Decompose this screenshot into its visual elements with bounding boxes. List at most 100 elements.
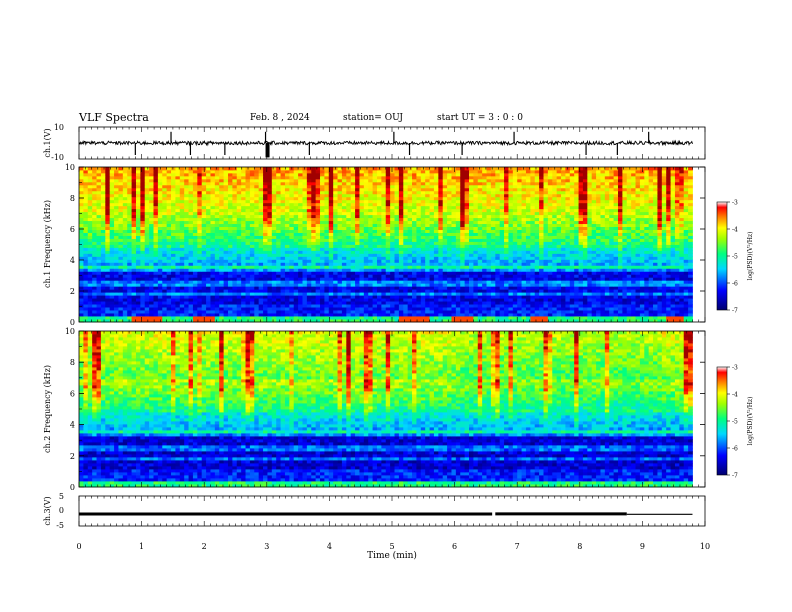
spectrogram-cell — [245, 298, 251, 302]
ch1-waveform-line — [78, 139, 693, 147]
spectrogram-cell — [249, 277, 255, 281]
spectrogram-cell — [258, 277, 264, 281]
spectrogram-cell — [609, 259, 614, 263]
spectrogram-cell — [666, 241, 671, 245]
spectrogram-cell — [460, 256, 466, 260]
spectrogram-cell — [525, 277, 531, 281]
spectrogram-cell — [337, 256, 343, 260]
spectrogram-cell — [131, 253, 137, 257]
spectrogram-cell — [407, 235, 413, 239]
spectrogram-cell — [447, 244, 452, 248]
spectrogram-cell — [617, 241, 623, 245]
spectrogram-cell — [609, 310, 614, 314]
spectrogram-cell — [192, 262, 198, 266]
spectrogram-cell — [657, 229, 663, 233]
spectrogram-cell — [79, 316, 84, 320]
spectrogram-cell — [267, 256, 273, 260]
spectrogram-cell — [648, 241, 654, 245]
spectrogram-cell — [582, 319, 588, 323]
spectrogram-cell — [569, 256, 575, 260]
spectrogram-cell — [407, 256, 413, 260]
spectrogram-cell — [661, 223, 667, 228]
spectrogram-cell — [490, 289, 496, 293]
spectrogram-cell — [604, 307, 610, 311]
spectrogram-cell — [495, 316, 501, 320]
spectrogram-cell — [289, 238, 295, 242]
spectrogram-cell — [341, 256, 347, 260]
spectrogram-cell — [565, 253, 571, 257]
spectrogram-cell — [635, 256, 641, 260]
spectrogram-cell — [363, 265, 369, 269]
spectrogram-cell — [552, 244, 558, 248]
spectrogram-cell — [114, 274, 119, 278]
spectrogram-cell — [100, 286, 106, 290]
spectrogram-cell — [153, 283, 159, 287]
spectrogram-cell — [245, 247, 251, 251]
spectrogram-cell — [232, 217, 238, 222]
spectrogram-cell — [403, 289, 409, 293]
spectrogram-cell — [631, 283, 636, 287]
spectrogram-cell — [407, 226, 413, 230]
spectrogram-cell — [679, 265, 685, 269]
spectrogram-cell — [617, 307, 623, 311]
spectrogram-cell — [582, 316, 588, 320]
spectrogram-cell — [320, 268, 325, 272]
spectrogram-cell — [591, 304, 597, 308]
spectrogram-cell — [350, 286, 356, 290]
spectrogram-cell — [149, 232, 154, 236]
spectrogram-cell — [433, 217, 439, 222]
spectrogram-cell — [127, 232, 132, 236]
spectrogram-cell — [109, 301, 115, 305]
spectrogram-cell — [298, 274, 303, 278]
spectrogram-cell — [298, 265, 303, 269]
spectrogram-cell — [635, 223, 641, 228]
spectrogram-cell — [508, 235, 514, 239]
spectrogram-cell — [670, 244, 676, 248]
spectrogram-cell — [201, 292, 207, 296]
spectrogram-cell — [280, 283, 286, 287]
spectrogram-cell — [350, 319, 356, 323]
spectrogram-cell — [122, 265, 128, 269]
spectrogram-cell — [631, 256, 636, 260]
spectrogram-cell — [556, 289, 562, 293]
spectrogram-cell — [271, 265, 277, 269]
spectrogram-cell — [324, 235, 330, 239]
spectrogram-cell — [258, 265, 264, 269]
spectrogram-cell — [293, 313, 299, 317]
spectrogram-cell — [661, 271, 667, 275]
spectrogram-cell — [385, 262, 391, 266]
spectrogram-cell — [425, 295, 430, 299]
spectrogram-cell — [582, 256, 588, 260]
spectrogram-cell — [429, 238, 435, 242]
spectrogram-cell — [363, 277, 369, 281]
spectrogram-cell — [591, 244, 597, 248]
spectrogram-cell — [425, 223, 430, 228]
spectrogram-cell — [263, 313, 268, 317]
spectrogram-cell — [539, 265, 544, 269]
spectrogram-cell — [512, 307, 518, 311]
spectrogram-cell — [179, 250, 185, 254]
spectrogram-cell — [569, 301, 575, 305]
spectrogram-cell — [293, 280, 299, 284]
spectrogram-cell — [565, 262, 571, 266]
spectrogram-cell — [499, 217, 505, 222]
spectrogram-cell — [482, 241, 487, 245]
spectrogram-cell — [398, 280, 404, 284]
spectrogram-cell — [508, 244, 514, 248]
spectrogram-cell — [398, 265, 404, 269]
spectrogram-cell — [639, 229, 645, 233]
spectrogram-cell — [530, 247, 536, 251]
spectrogram-cell — [105, 262, 111, 266]
spectrogram-cell — [210, 250, 216, 254]
spectrogram-cell — [245, 229, 251, 233]
spectrogram-cell — [284, 226, 290, 230]
spectrogram-cell — [320, 286, 325, 290]
spectrogram-cell — [127, 256, 132, 260]
spectrogram-cell — [679, 235, 685, 239]
spectrogram-cell — [521, 274, 527, 278]
spectrogram-cell — [407, 232, 413, 236]
spectrogram-cell — [197, 295, 203, 299]
spectrogram-cell — [324, 316, 330, 320]
spectrogram-cell — [227, 274, 233, 278]
spectrogram-cell — [372, 307, 378, 311]
